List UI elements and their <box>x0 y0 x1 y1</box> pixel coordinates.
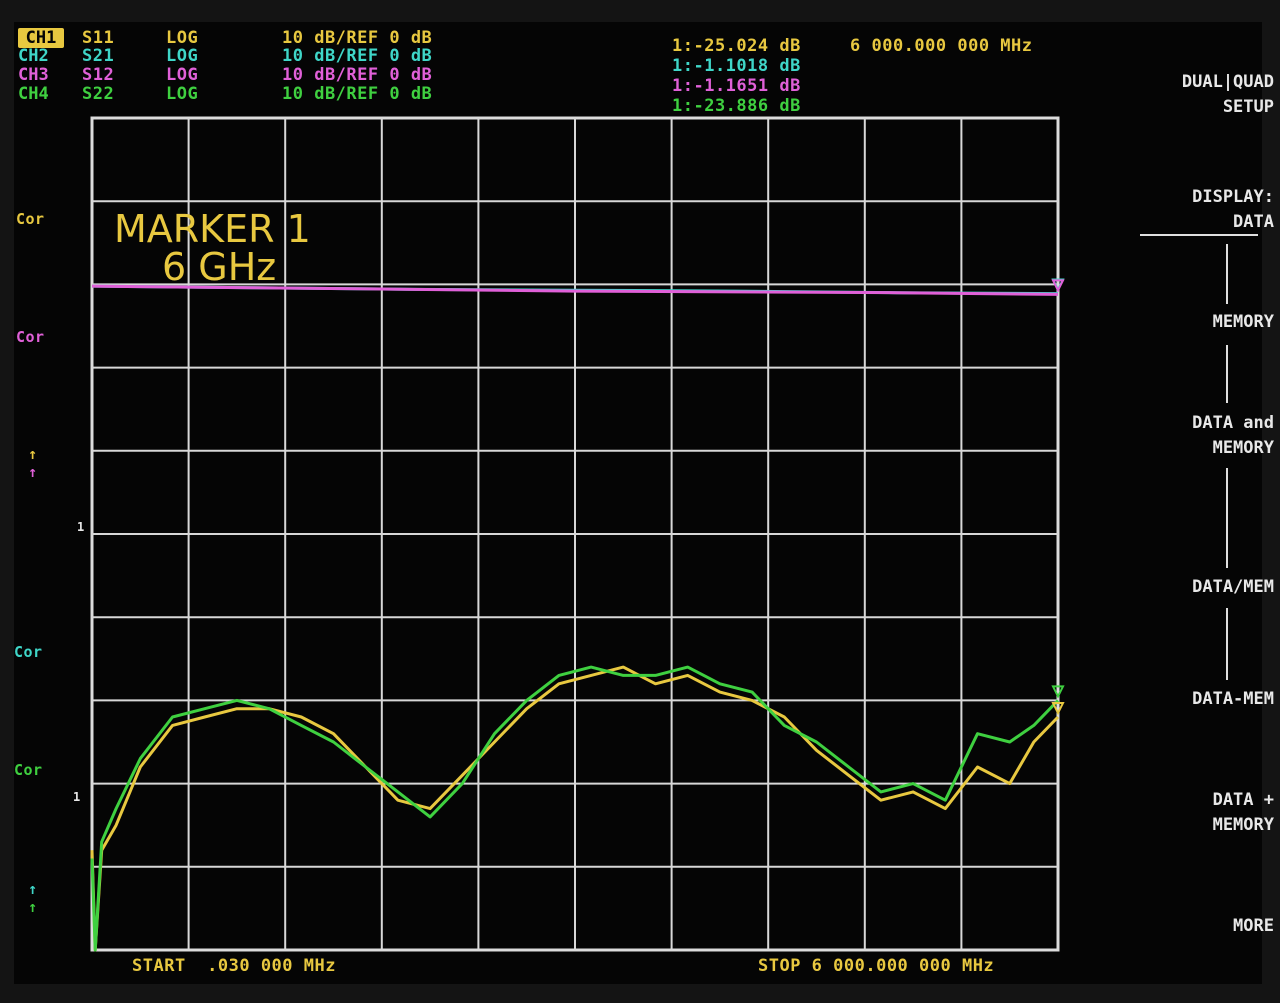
reference-marker-upper: 1 <box>77 520 85 534</box>
channel-2-marker-readout: 1:-1.1018 dB <box>672 56 801 76</box>
up-arrow-icon: ↑ <box>28 880 38 898</box>
softkey-display-label: DISPLAY: <box>1192 187 1274 207</box>
softkey-data-minus-mem[interactable]: DATA-MEM <box>1192 689 1274 709</box>
marker-frequency: 6 000.000 000 MHz <box>850 36 1033 56</box>
softkey-memory[interactable]: MEMORY <box>1212 312 1274 332</box>
up-arrow-icon: ↑ <box>28 898 38 916</box>
analyzer-screen <box>14 22 1262 984</box>
softkey-bracket <box>1226 468 1228 568</box>
channel-4-format: LOG <box>166 84 199 104</box>
start-frequency: START .030 000 MHz <box>132 956 336 976</box>
channel-3-param: S12 <box>82 65 115 85</box>
channel-4-scale: 10 dB/REF 0 dB <box>282 84 433 104</box>
ch2-correction-flag: Cor <box>14 643 43 661</box>
chart-traces <box>90 284 1060 952</box>
softkey-data-label: DATA <box>1233 212 1274 232</box>
softkey-display-data[interactable]: DISPLAY: DATA <box>1134 185 1274 235</box>
softkey-memory-label: MEMORY <box>1212 438 1274 458</box>
marker-annotation-line2: 6 GHz <box>162 245 277 289</box>
stop-frequency: STOP 6 000.000 000 MHz <box>758 956 995 976</box>
channel-4-marker-readout: 1:-23.886 dB <box>672 96 801 116</box>
up-arrow-icon: ↑ <box>28 463 38 481</box>
softkey-bracket <box>1226 244 1228 304</box>
softkey-data-and-memory[interactable]: DATA and MEMORY <box>1134 411 1274 461</box>
softkey-divider <box>1140 234 1258 236</box>
channel-3-marker-readout: 1:-1.1651 dB <box>672 76 801 96</box>
channel-1-scale: 10 dB/REF 0 dB <box>282 28 433 48</box>
trace-s22 <box>90 665 1060 952</box>
ch3-correction-flag: Cor <box>16 328 45 346</box>
channel-1-format: LOG <box>166 28 199 48</box>
marker-1-s11 <box>1051 702 1065 716</box>
trace-s11 <box>90 665 1060 952</box>
softkey-bracket <box>1226 608 1228 680</box>
ch1-correction-flag: Cor <box>16 210 45 228</box>
channel-3-label[interactable]: CH3 <box>18 65 49 85</box>
channel-1-param: S11 <box>82 28 115 48</box>
marker-annotation-line1: MARKER 1 <box>114 207 311 251</box>
reference-marker-lower: 1 <box>73 790 81 804</box>
channel-1-label[interactable]: CH1 <box>18 28 64 48</box>
chart-markers <box>1051 278 1065 716</box>
channel-2-label[interactable]: CH2 <box>18 46 49 66</box>
softkey-bracket <box>1226 345 1228 403</box>
softkey-data-div-mem[interactable]: DATA/MEM <box>1192 577 1274 597</box>
softkey-more[interactable]: MORE <box>1233 916 1274 936</box>
marker-1-s12 <box>1051 279 1065 293</box>
marker-annotation: MARKER 1 6 GHz <box>114 210 311 286</box>
channel-3-scale: 10 dB/REF 0 dB <box>282 65 433 85</box>
softkey-data-plus-label: DATA + <box>1212 790 1274 810</box>
channel-4-label[interactable]: CH4 <box>18 84 49 104</box>
softkey-setup-label: SETUP <box>1222 97 1274 117</box>
marker-1-s22 <box>1051 685 1065 699</box>
softkey-data-and-label: DATA and <box>1192 413 1274 433</box>
ch4-correction-flag: Cor <box>14 761 43 779</box>
softkey-data-plus-memory[interactable]: DATA + MEMORY <box>1134 788 1274 838</box>
up-arrow-icon: ↑ <box>28 445 38 463</box>
channel-2-scale: 10 dB/REF 0 dB <box>282 46 433 66</box>
channel-2-param: S21 <box>82 46 115 66</box>
channel-4-param: S22 <box>82 84 115 104</box>
trace-s12 <box>91 284 1059 296</box>
softkey-dual-quad-label: DUAL|QUAD <box>1181 72 1274 92</box>
channel-3-format: LOG <box>166 65 199 85</box>
chart-grid <box>90 116 1060 952</box>
channel-1-marker-readout: 1:-25.024 dB <box>672 36 801 56</box>
channel-2-format: LOG <box>166 46 199 66</box>
softkey-dual-quad-setup[interactable]: DUAL|QUAD SETUP <box>1134 70 1274 120</box>
softkey-memory-label: MEMORY <box>1212 815 1274 835</box>
